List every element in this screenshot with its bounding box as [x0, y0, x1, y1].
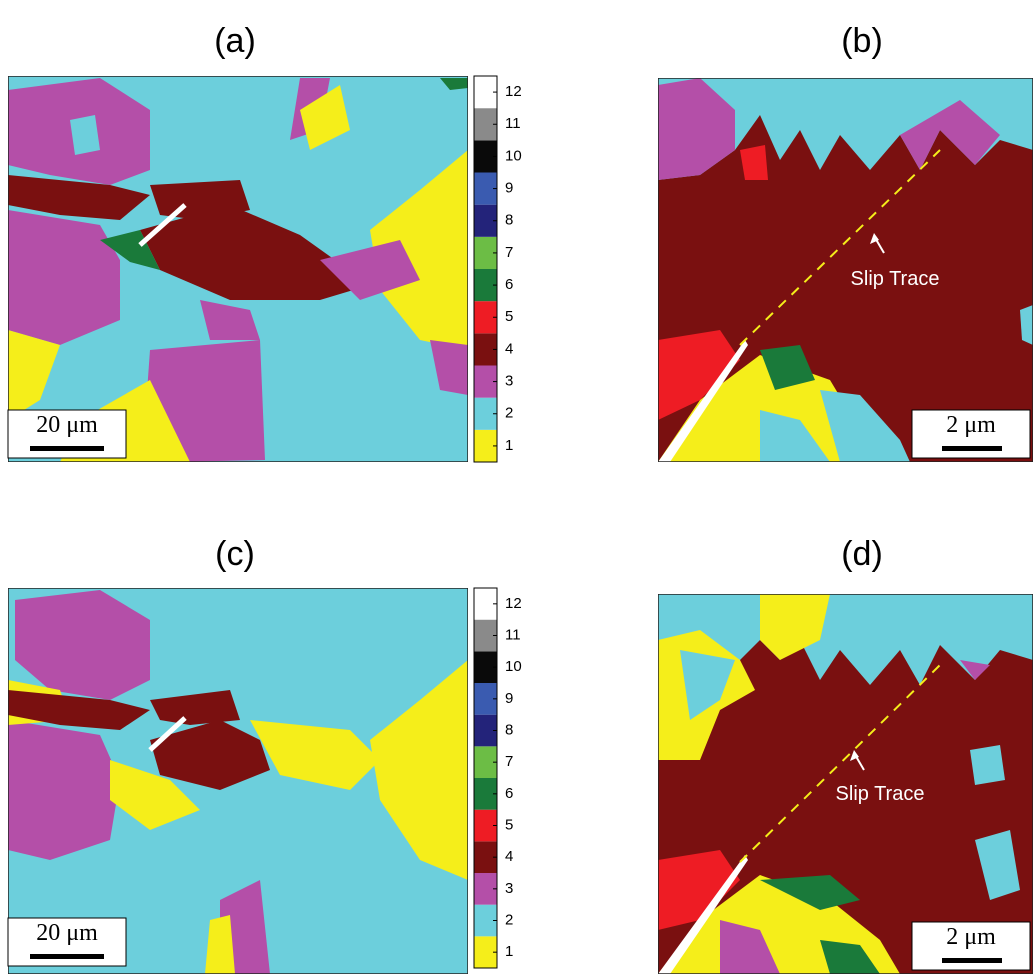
colorbar-swatch — [474, 429, 497, 462]
colorbar-label: 6 — [505, 785, 513, 802]
colorbar-swatch — [474, 76, 497, 109]
colorbar-label: 1 — [505, 943, 513, 960]
colorbar-label: 11 — [505, 115, 521, 132]
scale-bar-label: 20 μm — [36, 412, 98, 438]
colorbar-label: 9 — [505, 180, 513, 197]
colorbar-swatch — [474, 301, 497, 334]
colorbar-swatch — [474, 619, 497, 652]
colorbar-label: 6 — [505, 276, 513, 293]
colorbar-label: 4 — [505, 340, 513, 357]
colorbar-swatch — [474, 204, 497, 237]
colorbar-label: 3 — [505, 880, 513, 897]
scale-bar — [30, 446, 104, 451]
annotation: Slip Trace — [851, 268, 940, 290]
colorbar-label: 9 — [505, 690, 513, 707]
colorbar-swatch — [474, 333, 497, 366]
colorbar-label: 7 — [505, 753, 513, 770]
colorbar-label: 12 — [505, 83, 522, 100]
colorbar-label: 1 — [505, 437, 513, 454]
colorbar-swatch — [474, 588, 497, 620]
colorbar-swatch — [474, 397, 497, 430]
colorbar-swatch — [474, 746, 497, 778]
colorbar-swatch — [474, 269, 497, 302]
panel-label: (b) — [841, 22, 883, 60]
colorbar-swatch — [474, 714, 497, 747]
colorbar-label: 7 — [505, 244, 513, 261]
colorbar-label: 4 — [505, 848, 513, 865]
colorbar-swatch — [474, 873, 497, 905]
colorbar-label: 3 — [505, 373, 513, 390]
colorbar-label: 10 — [505, 147, 522, 164]
panel-label: (c) — [215, 535, 255, 573]
arrow-head — [870, 233, 879, 244]
colorbar-label: 5 — [505, 816, 513, 833]
colorbar-label: 2 — [505, 911, 513, 928]
colorbar-label: 5 — [505, 308, 513, 325]
annotation: Slip Trace — [836, 783, 925, 805]
scale-bar-label: 2 μm — [946, 412, 996, 438]
colorbar-swatch — [474, 140, 497, 173]
colorbar-swatch — [474, 365, 497, 398]
scale-bar — [30, 954, 104, 959]
colorbar-swatch — [474, 904, 497, 937]
grain-map — [8, 76, 468, 462]
scale-bar — [942, 446, 1002, 451]
colorbar-swatch — [474, 172, 497, 205]
colorbar-swatch — [474, 778, 497, 810]
grain-map — [658, 78, 1033, 462]
colorbar-swatch — [474, 841, 497, 873]
grain-map — [658, 594, 1033, 974]
colorbar-swatch — [474, 236, 497, 269]
colorbar-frame — [473, 75, 498, 463]
colorbar-label: 10 — [505, 658, 522, 675]
panel-label: (d) — [841, 535, 883, 573]
arrow-head — [850, 750, 859, 761]
colorbar-swatch — [474, 809, 497, 842]
scale-bar-label: 2 μm — [946, 924, 996, 950]
colorbar-frame — [473, 587, 498, 969]
colorbar-label: 8 — [505, 212, 513, 229]
colorbar-swatch — [474, 936, 497, 968]
colorbar-swatch — [474, 683, 497, 715]
colorbar-label: 11 — [505, 626, 521, 643]
scale-bar-label: 20 μm — [36, 920, 98, 946]
scale-bar — [942, 958, 1002, 963]
colorbar-label: 8 — [505, 721, 513, 738]
colorbar-label: 12 — [505, 595, 522, 612]
colorbar-swatch — [474, 108, 497, 141]
panel-label: (a) — [214, 22, 256, 60]
colorbar-label: 2 — [505, 405, 513, 422]
grain-map — [8, 588, 468, 974]
colorbar-swatch — [474, 651, 497, 683]
